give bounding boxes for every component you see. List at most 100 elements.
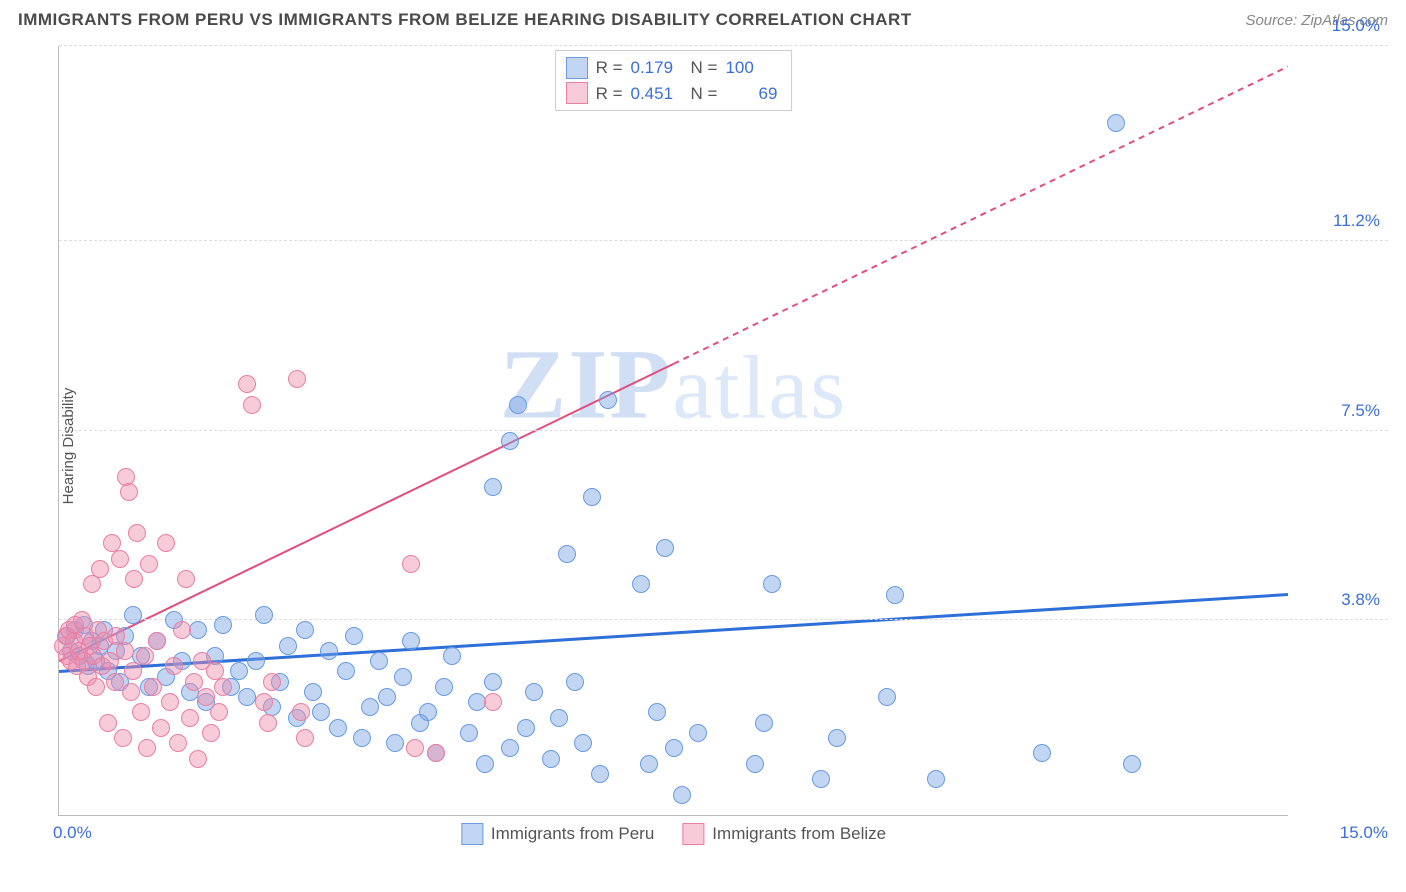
watermark: ZIPatlas <box>500 327 848 442</box>
data-point-belize <box>173 621 191 639</box>
data-point-peru <box>402 632 420 650</box>
data-point-belize <box>238 375 256 393</box>
data-point-belize <box>91 560 109 578</box>
gridline <box>59 45 1388 46</box>
data-point-belize <box>87 678 105 696</box>
data-point-peru <box>435 678 453 696</box>
data-point-peru <box>927 770 945 788</box>
data-point-peru <box>1123 755 1141 773</box>
data-point-peru <box>665 739 683 757</box>
data-point-belize <box>161 693 179 711</box>
data-point-peru <box>755 714 773 732</box>
data-point-peru <box>648 703 666 721</box>
data-point-peru <box>296 621 314 639</box>
data-point-belize <box>152 719 170 737</box>
data-point-belize <box>99 714 117 732</box>
data-point-belize <box>125 570 143 588</box>
data-point-belize <box>185 673 203 691</box>
data-point-peru <box>525 683 543 701</box>
data-point-peru <box>878 688 896 706</box>
y-tick: 15.0% <box>1332 16 1380 36</box>
data-point-peru <box>312 703 330 721</box>
data-point-peru <box>640 755 658 773</box>
data-point-peru <box>124 606 142 624</box>
data-point-belize <box>296 729 314 747</box>
plot-region: R = 0.179 N = 100 R = 0.451 N = 69 ZIPat… <box>58 46 1288 816</box>
chart-header: IMMIGRANTS FROM PERU VS IMMIGRANTS FROM … <box>0 0 1406 36</box>
data-point-peru <box>394 668 412 686</box>
data-point-peru <box>656 539 674 557</box>
r-value-belize: 0.451 <box>631 81 683 107</box>
data-point-belize <box>165 657 183 675</box>
legend-label-peru: Immigrants from Peru <box>491 824 654 844</box>
data-point-peru <box>345 627 363 645</box>
data-point-belize <box>144 678 162 696</box>
data-point-peru <box>583 488 601 506</box>
data-point-peru <box>320 642 338 660</box>
data-point-belize <box>157 534 175 552</box>
data-point-belize <box>202 724 220 742</box>
swatch-peru <box>566 57 588 79</box>
series-legend: Immigrants from Peru Immigrants from Bel… <box>461 823 886 845</box>
y-tick: 3.8% <box>1341 590 1380 610</box>
data-point-peru <box>329 719 347 737</box>
data-point-peru <box>501 432 519 450</box>
x-tick-min: 0.0% <box>53 823 92 843</box>
data-point-peru <box>279 637 297 655</box>
data-point-belize <box>402 555 420 573</box>
data-point-peru <box>476 755 494 773</box>
data-point-peru <box>460 724 478 742</box>
data-point-peru <box>484 673 502 691</box>
data-point-peru <box>542 750 560 768</box>
data-point-peru <box>886 586 904 604</box>
data-point-peru <box>828 729 846 747</box>
data-point-belize <box>136 647 154 665</box>
data-point-belize <box>124 662 142 680</box>
y-tick: 11.2% <box>1333 211 1380 231</box>
data-point-peru <box>189 621 207 639</box>
swatch-belize <box>566 82 588 104</box>
data-point-peru <box>419 703 437 721</box>
data-point-belize <box>181 709 199 727</box>
data-point-peru <box>1107 114 1125 132</box>
data-point-peru <box>353 729 371 747</box>
x-tick-max: 15.0% <box>1340 823 1388 843</box>
data-point-peru <box>214 616 232 634</box>
data-point-peru <box>550 709 568 727</box>
data-point-peru <box>370 652 388 670</box>
data-point-belize <box>243 396 261 414</box>
data-point-belize <box>128 524 146 542</box>
data-point-belize <box>210 703 228 721</box>
data-point-belize <box>484 693 502 711</box>
data-point-peru <box>304 683 322 701</box>
n-value-peru: 100 <box>725 55 777 81</box>
data-point-peru <box>484 478 502 496</box>
data-point-peru <box>509 396 527 414</box>
data-point-peru <box>337 662 355 680</box>
legend-swatch-belize <box>682 823 704 845</box>
data-point-belize <box>214 678 232 696</box>
data-point-peru <box>599 391 617 409</box>
data-point-peru <box>443 647 461 665</box>
data-point-belize <box>148 632 166 650</box>
legend-label-belize: Immigrants from Belize <box>712 824 886 844</box>
data-point-belize <box>120 483 138 501</box>
legend-item-peru: Immigrants from Peru <box>461 823 654 845</box>
data-point-peru <box>632 575 650 593</box>
data-point-peru <box>812 770 830 788</box>
data-point-peru <box>763 575 781 593</box>
data-point-belize <box>132 703 150 721</box>
data-point-peru <box>386 734 404 752</box>
data-point-belize <box>288 370 306 388</box>
data-point-belize <box>114 729 132 747</box>
data-point-belize <box>197 688 215 706</box>
data-point-peru <box>255 606 273 624</box>
data-point-belize <box>116 642 134 660</box>
data-point-belize <box>83 575 101 593</box>
y-tick: 7.5% <box>1341 401 1380 421</box>
data-point-belize <box>111 550 129 568</box>
gridline <box>59 430 1388 431</box>
data-point-peru <box>230 662 248 680</box>
legend-swatch-peru <box>461 823 483 845</box>
data-point-peru <box>566 673 584 691</box>
